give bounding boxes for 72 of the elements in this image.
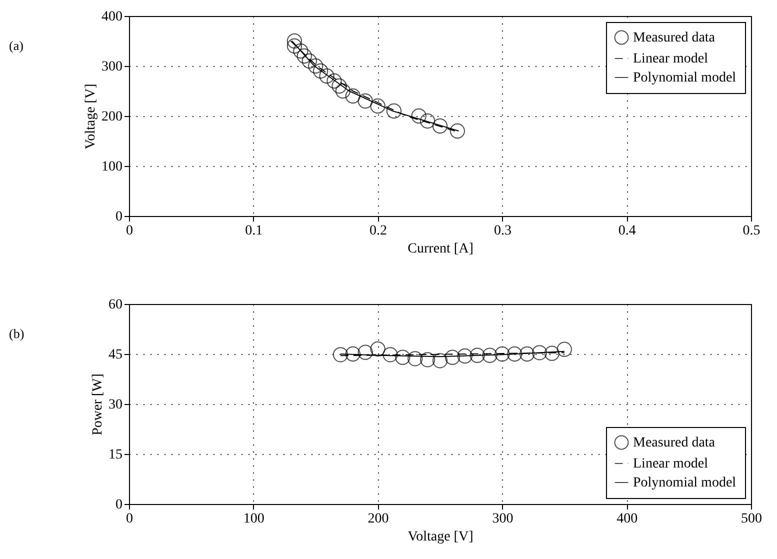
point	[556, 342, 572, 357]
point	[507, 346, 522, 362]
y-tick-label: 15	[108, 448, 122, 462]
legend-label: Polynomial model	[633, 476, 736, 490]
x-tick-label: 0.3	[494, 224, 512, 238]
y-tick-label: 30	[108, 398, 122, 412]
x-tick-label: 200	[368, 512, 389, 526]
legend-label: Linear model	[633, 52, 708, 66]
point	[335, 83, 351, 99]
point	[370, 341, 386, 357]
point	[345, 88, 360, 104]
y-tick-label: 0	[116, 210, 122, 224]
x-tick-label: 0	[126, 512, 133, 526]
y-tick-label: 60	[108, 298, 122, 312]
legend-label: Measured data	[633, 436, 716, 450]
x-tick-label: 0.2	[370, 224, 388, 238]
point	[313, 63, 328, 79]
point	[370, 98, 386, 114]
x-tick-label: 400	[616, 512, 638, 526]
point	[408, 351, 423, 366]
point	[326, 73, 342, 89]
x-tick-label: 0	[126, 224, 133, 238]
point	[482, 348, 498, 363]
point	[358, 344, 373, 360]
point	[302, 53, 317, 69]
point	[332, 78, 347, 94]
legend-label: Measured data	[633, 30, 716, 46]
y-tick-label: 400	[102, 10, 122, 24]
x-tick-label: 300	[492, 512, 514, 526]
x-axis-title: Voltage [V]	[408, 530, 474, 544]
point	[411, 108, 426, 124]
x-tick-label: 500	[741, 512, 762, 526]
point	[345, 346, 360, 362]
point	[532, 345, 548, 360]
x-axis-title: Current [A]	[408, 242, 474, 256]
y-tick-label: 45	[108, 348, 122, 362]
point	[420, 113, 436, 129]
y-axis-title: Power [W]	[90, 374, 106, 436]
x-tick-label: 0.4	[618, 224, 636, 238]
point	[358, 93, 373, 109]
text: (a)	[9, 38, 24, 53]
point	[432, 353, 448, 368]
point	[308, 58, 324, 74]
point	[470, 348, 485, 363]
point	[395, 350, 410, 365]
y-tick-label: 300	[102, 60, 122, 74]
point	[382, 347, 398, 362]
point	[296, 48, 312, 64]
x-tick-label: 100	[243, 512, 264, 526]
point	[450, 123, 465, 139]
point	[286, 38, 302, 54]
point	[520, 346, 535, 362]
y-tick-label: 200	[102, 110, 122, 124]
point	[293, 43, 308, 59]
point	[457, 348, 472, 364]
text: (b)	[9, 326, 24, 341]
point	[494, 346, 510, 362]
point	[544, 346, 560, 361]
x-tick-label: 0.5	[742, 224, 760, 238]
point	[332, 347, 348, 362]
x-tick-label: 0.1	[245, 224, 263, 238]
point	[286, 33, 302, 49]
point	[319, 68, 334, 84]
y-axis-title: Voltage [V]	[84, 84, 98, 150]
legend-label: Polynomial model	[633, 70, 736, 86]
point	[420, 352, 436, 368]
legend-label: Linear model	[633, 456, 708, 472]
point	[444, 350, 460, 365]
point	[432, 118, 448, 134]
y-tick-label: 100	[102, 160, 122, 174]
y-tick-label: 0	[116, 498, 122, 512]
point	[386, 103, 402, 119]
